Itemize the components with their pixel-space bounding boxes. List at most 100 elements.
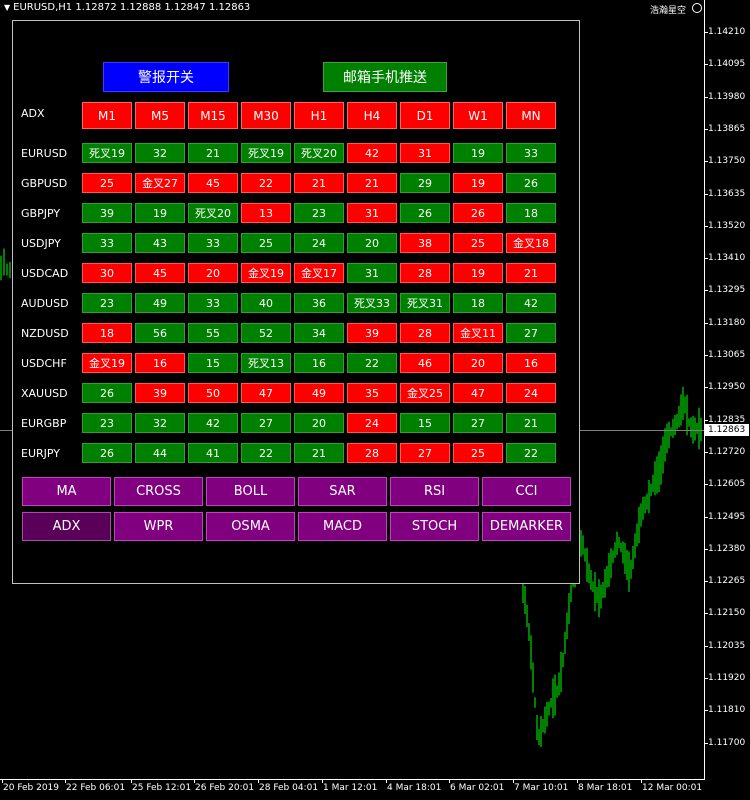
signal-cell[interactable]: 25 <box>453 443 503 463</box>
signal-cell[interactable]: 43 <box>135 233 185 253</box>
signal-cell[interactable]: 21 <box>188 143 238 163</box>
signal-cell[interactable]: 金叉27 <box>135 173 185 193</box>
signal-cell[interactable]: 33 <box>82 233 132 253</box>
indicator-button-demarker[interactable]: DEMARKER <box>482 512 571 541</box>
signal-cell[interactable]: 19 <box>453 143 503 163</box>
pair-label-audusd[interactable]: AUDUSD <box>21 297 69 310</box>
signal-cell[interactable]: 19 <box>453 263 503 283</box>
signal-cell[interactable]: 42 <box>188 413 238 433</box>
pair-label-xauusd[interactable]: XAUUSD <box>21 387 68 400</box>
email-push-button[interactable]: 邮箱手机推送 <box>323 62 447 92</box>
pair-label-nzdusd[interactable]: NZDUSD <box>21 327 69 340</box>
signal-cell[interactable]: 死叉31 <box>400 293 450 313</box>
timeframe-m30[interactable]: M30 <box>241 102 291 129</box>
indicator-button-macd[interactable]: MACD <box>298 512 387 541</box>
pair-label-eurjpy[interactable]: EURJPY <box>21 447 60 460</box>
signal-cell[interactable]: 20 <box>188 263 238 283</box>
signal-cell[interactable]: 28 <box>347 443 397 463</box>
signal-cell[interactable]: 38 <box>400 233 450 253</box>
signal-cell[interactable]: 26 <box>82 383 132 403</box>
pair-label-usdcad[interactable]: USDCAD <box>21 267 69 280</box>
signal-cell[interactable]: 41 <box>188 443 238 463</box>
timeframe-mn[interactable]: MN <box>506 102 556 129</box>
signal-cell[interactable]: 19 <box>135 203 185 223</box>
signal-cell[interactable]: 49 <box>294 383 344 403</box>
signal-cell[interactable]: 27 <box>506 323 556 343</box>
signal-cell[interactable]: 26 <box>506 173 556 193</box>
timeframe-w1[interactable]: W1 <box>453 102 503 129</box>
dropdown-arrow-icon[interactable]: ▼ <box>4 3 11 12</box>
alert-toggle-button[interactable]: 警报开关 <box>103 62 229 92</box>
signal-cell[interactable]: 39 <box>82 203 132 223</box>
signal-cell[interactable]: 20 <box>453 353 503 373</box>
signal-cell[interactable]: 32 <box>135 143 185 163</box>
signal-cell[interactable]: 26 <box>82 443 132 463</box>
signal-cell[interactable]: 33 <box>188 293 238 313</box>
signal-cell[interactable]: 15 <box>400 413 450 433</box>
signal-cell[interactable]: 死叉20 <box>294 143 344 163</box>
indicator-button-cross[interactable]: CROSS <box>114 477 203 506</box>
signal-cell[interactable]: 21 <box>506 413 556 433</box>
signal-cell[interactable]: 32 <box>135 413 185 433</box>
signal-cell[interactable]: 44 <box>135 443 185 463</box>
signal-cell[interactable]: 33 <box>188 233 238 253</box>
signal-cell[interactable]: 24 <box>294 233 344 253</box>
signal-cell[interactable]: 25 <box>241 233 291 253</box>
signal-cell[interactable]: 21 <box>347 173 397 193</box>
signal-cell[interactable]: 29 <box>400 173 450 193</box>
signal-cell[interactable]: 46 <box>400 353 450 373</box>
signal-cell[interactable]: 31 <box>347 263 397 283</box>
signal-cell[interactable]: 21 <box>294 173 344 193</box>
signal-cell[interactable]: 13 <box>241 203 291 223</box>
pair-label-gbpjpy[interactable]: GBPJPY <box>21 207 61 220</box>
indicator-button-boll[interactable]: BOLL <box>206 477 295 506</box>
indicator-button-osma[interactable]: OSMA <box>206 512 295 541</box>
signal-cell[interactable]: 金叉17 <box>294 263 344 283</box>
signal-cell[interactable]: 33 <box>506 143 556 163</box>
signal-cell[interactable]: 26 <box>453 203 503 223</box>
signal-cell[interactable]: 23 <box>82 293 132 313</box>
signal-cell[interactable]: 18 <box>453 293 503 313</box>
signal-cell[interactable]: 15 <box>188 353 238 373</box>
signal-cell[interactable]: 金叉19 <box>241 263 291 283</box>
signal-cell[interactable]: 35 <box>347 383 397 403</box>
signal-cell[interactable]: 47 <box>241 383 291 403</box>
pair-label-usdjpy[interactable]: USDJPY <box>21 237 61 250</box>
signal-cell[interactable]: 死叉33 <box>347 293 397 313</box>
signal-cell[interactable]: 24 <box>506 383 556 403</box>
indicator-button-cci[interactable]: CCI <box>482 477 571 506</box>
timeframe-m1[interactable]: M1 <box>82 102 132 129</box>
signal-cell[interactable]: 金叉25 <box>400 383 450 403</box>
signal-cell[interactable]: 42 <box>347 143 397 163</box>
signal-cell[interactable]: 19 <box>453 173 503 193</box>
signal-cell[interactable]: 34 <box>294 323 344 343</box>
indicator-button-wpr[interactable]: WPR <box>114 512 203 541</box>
signal-cell[interactable]: 42 <box>506 293 556 313</box>
signal-cell[interactable]: 28 <box>400 263 450 283</box>
signal-cell[interactable]: 56 <box>135 323 185 343</box>
signal-cell[interactable]: 22 <box>241 443 291 463</box>
signal-cell[interactable]: 55 <box>188 323 238 343</box>
indicator-button-rsi[interactable]: RSI <box>390 477 479 506</box>
signal-cell[interactable]: 26 <box>400 203 450 223</box>
price-chart[interactable] <box>0 0 704 779</box>
signal-cell[interactable]: 27 <box>241 413 291 433</box>
signal-cell[interactable]: 死叉13 <box>241 353 291 373</box>
signal-cell[interactable]: 死叉20 <box>188 203 238 223</box>
signal-cell[interactable]: 16 <box>135 353 185 373</box>
signal-cell[interactable]: 死叉19 <box>241 143 291 163</box>
signal-cell[interactable]: 27 <box>453 413 503 433</box>
signal-cell[interactable]: 16 <box>294 353 344 373</box>
signal-cell[interactable]: 49 <box>135 293 185 313</box>
signal-cell[interactable]: 45 <box>188 173 238 193</box>
expert-smile-icon[interactable] <box>692 3 702 13</box>
pair-label-eurusd[interactable]: EURUSD <box>21 147 68 160</box>
signal-cell[interactable]: 40 <box>241 293 291 313</box>
pair-label-usdchf[interactable]: USDCHF <box>21 357 67 370</box>
signal-cell[interactable]: 50 <box>188 383 238 403</box>
signal-cell[interactable]: 31 <box>347 203 397 223</box>
signal-cell[interactable]: 39 <box>135 383 185 403</box>
signal-cell[interactable]: 22 <box>241 173 291 193</box>
timeframe-d1[interactable]: D1 <box>400 102 450 129</box>
indicator-button-adx[interactable]: ADX <box>22 512 111 541</box>
